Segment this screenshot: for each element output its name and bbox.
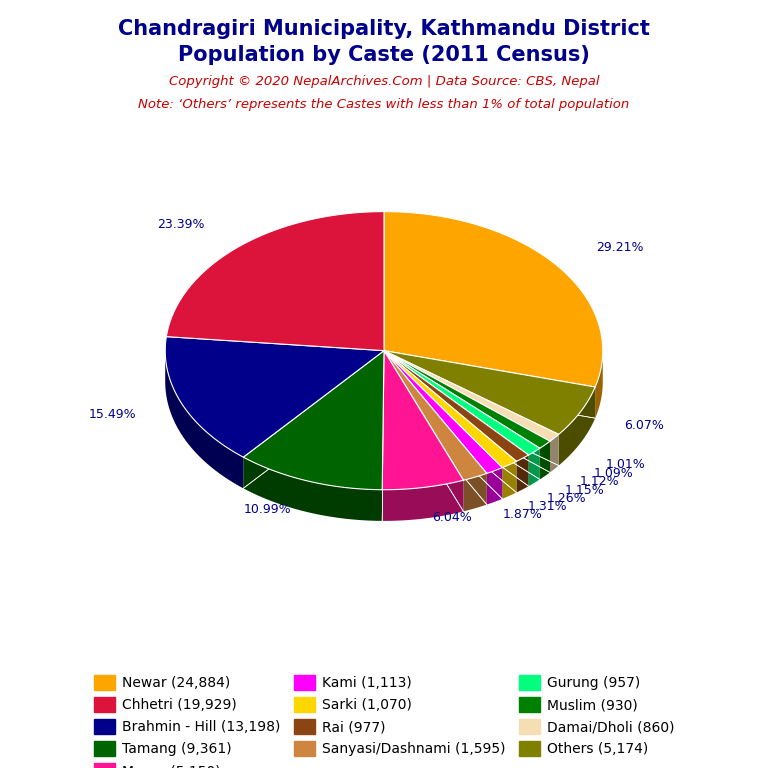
Polygon shape — [516, 455, 528, 492]
Polygon shape — [243, 457, 382, 521]
Legend: Newar (24,884), Chhetri (19,929), Brahmin - Hill (13,198), Tamang (9,361), Magar: Newar (24,884), Chhetri (19,929), Brahmi… — [90, 670, 678, 768]
Text: 1.31%: 1.31% — [528, 500, 568, 513]
Text: 6.07%: 6.07% — [624, 419, 664, 432]
Polygon shape — [463, 473, 487, 511]
Text: Note: ‘Others’ represents the Castes with less than 1% of total population: Note: ‘Others’ represents the Castes wit… — [138, 98, 630, 111]
Text: Copyright © 2020 NepalArchives.Com | Data Source: CBS, Nepal: Copyright © 2020 NepalArchives.Com | Dat… — [169, 75, 599, 88]
Text: 23.39%: 23.39% — [157, 218, 205, 231]
Text: 1.26%: 1.26% — [547, 492, 587, 505]
Text: 6.04%: 6.04% — [432, 511, 472, 524]
Polygon shape — [528, 449, 540, 486]
Polygon shape — [384, 212, 603, 387]
Polygon shape — [550, 435, 558, 472]
Polygon shape — [540, 442, 550, 479]
Polygon shape — [384, 351, 550, 449]
Text: 1.12%: 1.12% — [579, 475, 619, 488]
Polygon shape — [165, 336, 384, 457]
Polygon shape — [165, 351, 243, 488]
Polygon shape — [382, 480, 463, 521]
Polygon shape — [243, 351, 384, 490]
Text: 15.49%: 15.49% — [89, 408, 137, 421]
Polygon shape — [384, 351, 595, 435]
Polygon shape — [384, 351, 540, 455]
Polygon shape — [487, 468, 502, 505]
Text: 1.09%: 1.09% — [594, 466, 633, 479]
Text: 10.99%: 10.99% — [244, 503, 292, 516]
Polygon shape — [502, 462, 516, 498]
Polygon shape — [384, 351, 487, 480]
Text: Population by Caste (2011 Census): Population by Caste (2011 Census) — [178, 45, 590, 65]
Polygon shape — [167, 212, 384, 351]
Text: Chandragiri Municipality, Kathmandu District: Chandragiri Municipality, Kathmandu Dist… — [118, 19, 650, 39]
Text: 29.21%: 29.21% — [596, 241, 644, 254]
Text: 1.87%: 1.87% — [503, 508, 542, 521]
Text: 1.01%: 1.01% — [605, 458, 645, 471]
Polygon shape — [384, 351, 516, 468]
Polygon shape — [384, 351, 502, 473]
Text: 1.15%: 1.15% — [564, 484, 604, 497]
Polygon shape — [382, 351, 463, 490]
Polygon shape — [558, 387, 595, 465]
Polygon shape — [595, 352, 603, 418]
Polygon shape — [384, 351, 558, 442]
Polygon shape — [384, 351, 528, 462]
